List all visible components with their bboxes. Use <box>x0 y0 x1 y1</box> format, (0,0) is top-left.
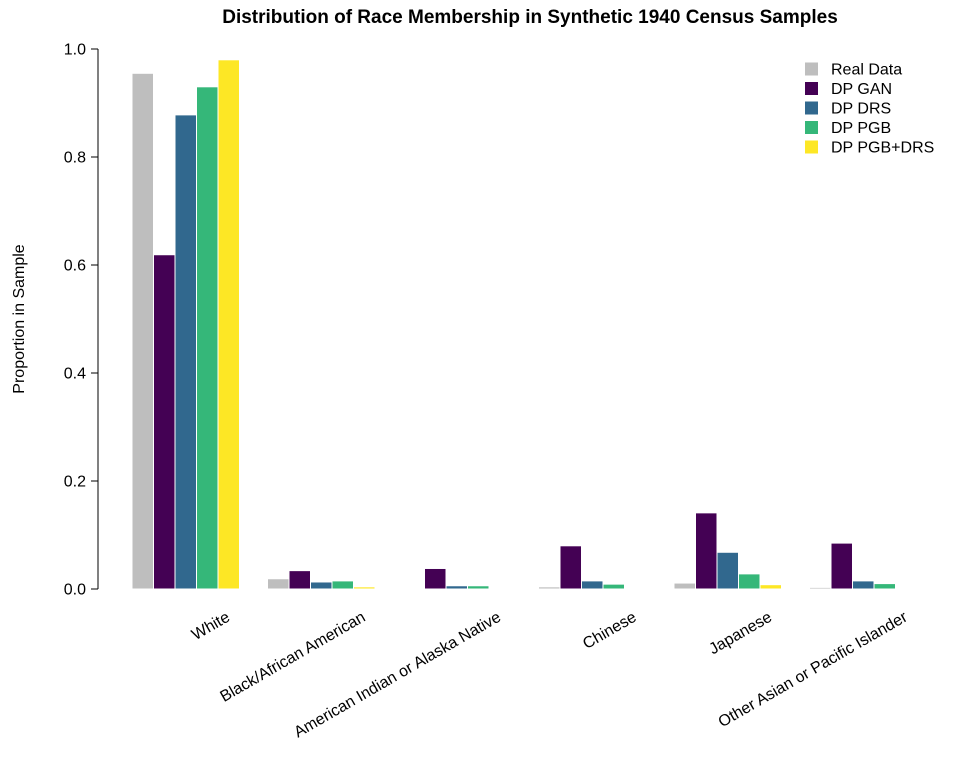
legend-swatch <box>805 82 818 95</box>
x-tick-label: Japanese <box>706 609 775 658</box>
bar <box>153 254 176 590</box>
x-tick-label: American Indian or Alaska Native <box>291 609 504 742</box>
bar <box>716 551 739 590</box>
legend-label: DP DRS <box>831 101 891 118</box>
y-tick-label: 0.2 <box>64 474 86 491</box>
bar <box>873 583 896 590</box>
legend-swatch <box>805 140 818 154</box>
legend-swatch <box>805 62 818 76</box>
bar <box>402 587 425 590</box>
y-tick-label: 1.0 <box>64 42 86 59</box>
bar <box>738 573 761 590</box>
bar <box>695 512 718 590</box>
bar <box>288 570 311 590</box>
legend-label: DP GAN <box>831 81 892 98</box>
bar <box>331 580 354 590</box>
y-tick-label: 0.8 <box>64 150 86 167</box>
bar <box>538 586 561 590</box>
bar <box>310 581 333 590</box>
bar <box>424 567 447 590</box>
bar <box>467 585 490 590</box>
bar <box>217 59 240 590</box>
y-tick-label: 0.4 <box>64 366 86 383</box>
chart-title: Distribution of Race Membership in Synth… <box>222 7 838 28</box>
y-axis: 0.0 0.2 0.4 0.6 0.8 1.0 <box>64 42 99 599</box>
bar <box>830 542 853 590</box>
legend-swatch <box>805 101 818 115</box>
bar <box>559 545 582 590</box>
bar <box>267 578 290 590</box>
bar <box>445 585 468 590</box>
y-tick-label: 0.6 <box>64 258 86 275</box>
bar <box>196 86 219 590</box>
bar <box>895 587 918 590</box>
bar <box>809 586 832 590</box>
legend-swatch <box>805 121 818 134</box>
bar <box>602 583 625 590</box>
x-tick-label: Black/African American <box>217 609 368 706</box>
bar <box>353 586 376 590</box>
legend-label: Real Data <box>831 62 902 79</box>
legend-label: DP PGB+DRS <box>831 140 934 157</box>
y-tick-label: 0.0 <box>64 582 86 599</box>
legend-label: DP PGB <box>831 120 891 137</box>
x-tick-label: White <box>189 609 233 644</box>
bars <box>131 59 918 590</box>
bar <box>488 587 511 590</box>
bar <box>624 587 647 590</box>
bar <box>759 584 782 590</box>
bar <box>174 114 197 590</box>
y-axis-title: Proportion in Sample <box>11 244 28 394</box>
bar <box>131 72 154 590</box>
legend: Real Data DP GAN DP DRS DP PGB DP PGB+DRS <box>805 62 934 157</box>
x-tick-label: Chinese <box>580 609 639 653</box>
bar <box>852 580 875 590</box>
bar <box>581 580 604 590</box>
bar <box>673 582 696 590</box>
